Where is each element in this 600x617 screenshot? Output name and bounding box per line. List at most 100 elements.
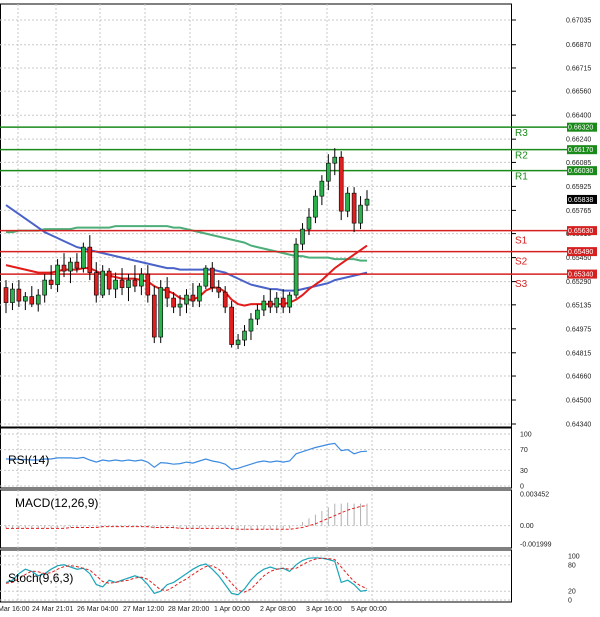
current-price-tag <box>567 194 597 204</box>
candle-down <box>171 297 176 308</box>
time-axis-label: Mar 16:00 <box>0 606 30 613</box>
level-value-R2: 0.66170 <box>568 147 593 154</box>
candle-up <box>81 246 86 269</box>
level-name-S2: S2 <box>515 257 528 268</box>
macd-tick-label: 0.003452 <box>520 492 549 499</box>
price-tick-label: 0.66715 <box>566 65 591 72</box>
candle-up <box>332 156 338 164</box>
price-tick-label: 0.66085 <box>566 160 591 167</box>
candle-up <box>287 294 292 308</box>
candle-down <box>222 291 228 308</box>
level-tag-R2 <box>567 145 597 155</box>
level-value-S3: 0.65340 <box>568 272 593 279</box>
rsi-tick-label: 0 <box>520 484 524 491</box>
price-tick-label: 0.65290 <box>566 279 591 286</box>
candle-up <box>274 297 280 308</box>
candle-up <box>358 204 363 224</box>
level-tag-S3 <box>567 269 597 279</box>
candle-up <box>293 243 299 296</box>
candle-up <box>197 285 202 302</box>
macd-frame <box>0 489 512 549</box>
candles <box>3 148 370 350</box>
time-axis-label: 2 Apr 08:00 <box>260 606 296 613</box>
candle-up <box>345 192 350 212</box>
candle-down <box>61 264 67 272</box>
price-tick-label: 0.66400 <box>566 113 591 120</box>
candle-down <box>209 267 215 288</box>
candle-up <box>242 330 247 341</box>
price-panel-frame <box>0 3 512 428</box>
candle-down <box>216 287 222 293</box>
candle-up <box>113 279 118 290</box>
candle-up <box>55 264 60 285</box>
current-price-value: 0.65838 <box>568 197 593 204</box>
candle-up <box>306 216 312 230</box>
candle-up <box>203 267 209 287</box>
pivot-levels: R3 0.66320 R2 0.66170 R1 0.66030 S1 0.65630 S2 0.… <box>0 122 597 290</box>
price-tick-label: 0.66560 <box>566 89 591 96</box>
ma-mid-blue-line <box>5 204 368 292</box>
candle-down <box>190 294 196 302</box>
rsi-tick-label: 70 <box>520 447 528 454</box>
price-tick-label: 0.64500 <box>566 398 591 405</box>
candle-up <box>42 279 47 296</box>
level-name-R2: R2 <box>515 151 528 162</box>
price-tick-label: 0.66870 <box>566 42 591 49</box>
macd-label: MACD(12,26,9) <box>15 496 98 510</box>
candle-down <box>74 261 80 269</box>
price-tick-label: 0.65925 <box>566 184 591 191</box>
stoch-tick-label: 20 <box>568 589 576 596</box>
level-value-R3: 0.66320 <box>568 125 593 132</box>
candle-up <box>235 339 241 345</box>
candle-up <box>23 296 28 302</box>
candle-up <box>313 195 318 218</box>
stoch-k-line <box>5 557 368 596</box>
candle-down <box>351 192 357 224</box>
level-name-S1: S1 <box>515 236 528 247</box>
level-name-R1: R1 <box>515 172 528 183</box>
candle-up <box>300 228 305 245</box>
candle-up <box>100 270 105 296</box>
stoch-frame <box>0 549 512 603</box>
candle-down <box>29 296 35 305</box>
candle-down <box>151 294 157 338</box>
rsi-label: RSI(14) <box>8 453 49 467</box>
candle-down <box>3 287 9 303</box>
candle-up <box>177 303 183 308</box>
candle-up <box>364 198 370 206</box>
level-name-S3: S3 <box>515 279 528 290</box>
time-axis-label: 28 Mar 20:00 <box>168 606 209 613</box>
candle-down <box>132 279 138 287</box>
candle-up <box>126 279 131 288</box>
candle-down <box>229 306 234 345</box>
price-tick-label: 0.64660 <box>566 374 591 381</box>
price-grid <box>0 4 512 427</box>
candle-up <box>319 180 325 197</box>
macd-tick-label: -0.001999 <box>520 542 552 549</box>
level-value-S2: 0.65490 <box>568 249 593 256</box>
stoch-tick-label: 100 <box>568 554 580 561</box>
level-name-R3: R3 <box>515 128 528 139</box>
time-axis-label: 1 Apr 00:00 <box>214 606 250 613</box>
candle-down <box>48 279 54 285</box>
candle-down <box>87 246 93 273</box>
stoch-tick-label: 80 <box>568 562 576 569</box>
level-tag-S2 <box>567 247 597 257</box>
candle-up <box>68 261 73 272</box>
candle-up <box>158 287 164 338</box>
ma-slow-green-line <box>6 225 367 262</box>
candle-up <box>35 294 41 305</box>
macd-signal-line <box>6 505 368 530</box>
time-axis-label: 3 Apr 16:00 <box>306 606 342 613</box>
level-value-S1: 0.65630 <box>568 228 593 235</box>
time-axis-label: 24 Mar 21:01 <box>32 606 73 613</box>
candle-down <box>145 273 151 296</box>
stoch-tick-label: 0 <box>568 598 572 605</box>
stoch-d-line <box>5 557 368 593</box>
candle-up <box>261 300 267 311</box>
rsi-panel: 100 70 30 0 RSI(14) <box>0 427 532 491</box>
candle-down <box>338 156 344 212</box>
price-panel: 0.67035 0.66870 0.66715 0.66560 0.66400 0.662… <box>0 3 597 429</box>
